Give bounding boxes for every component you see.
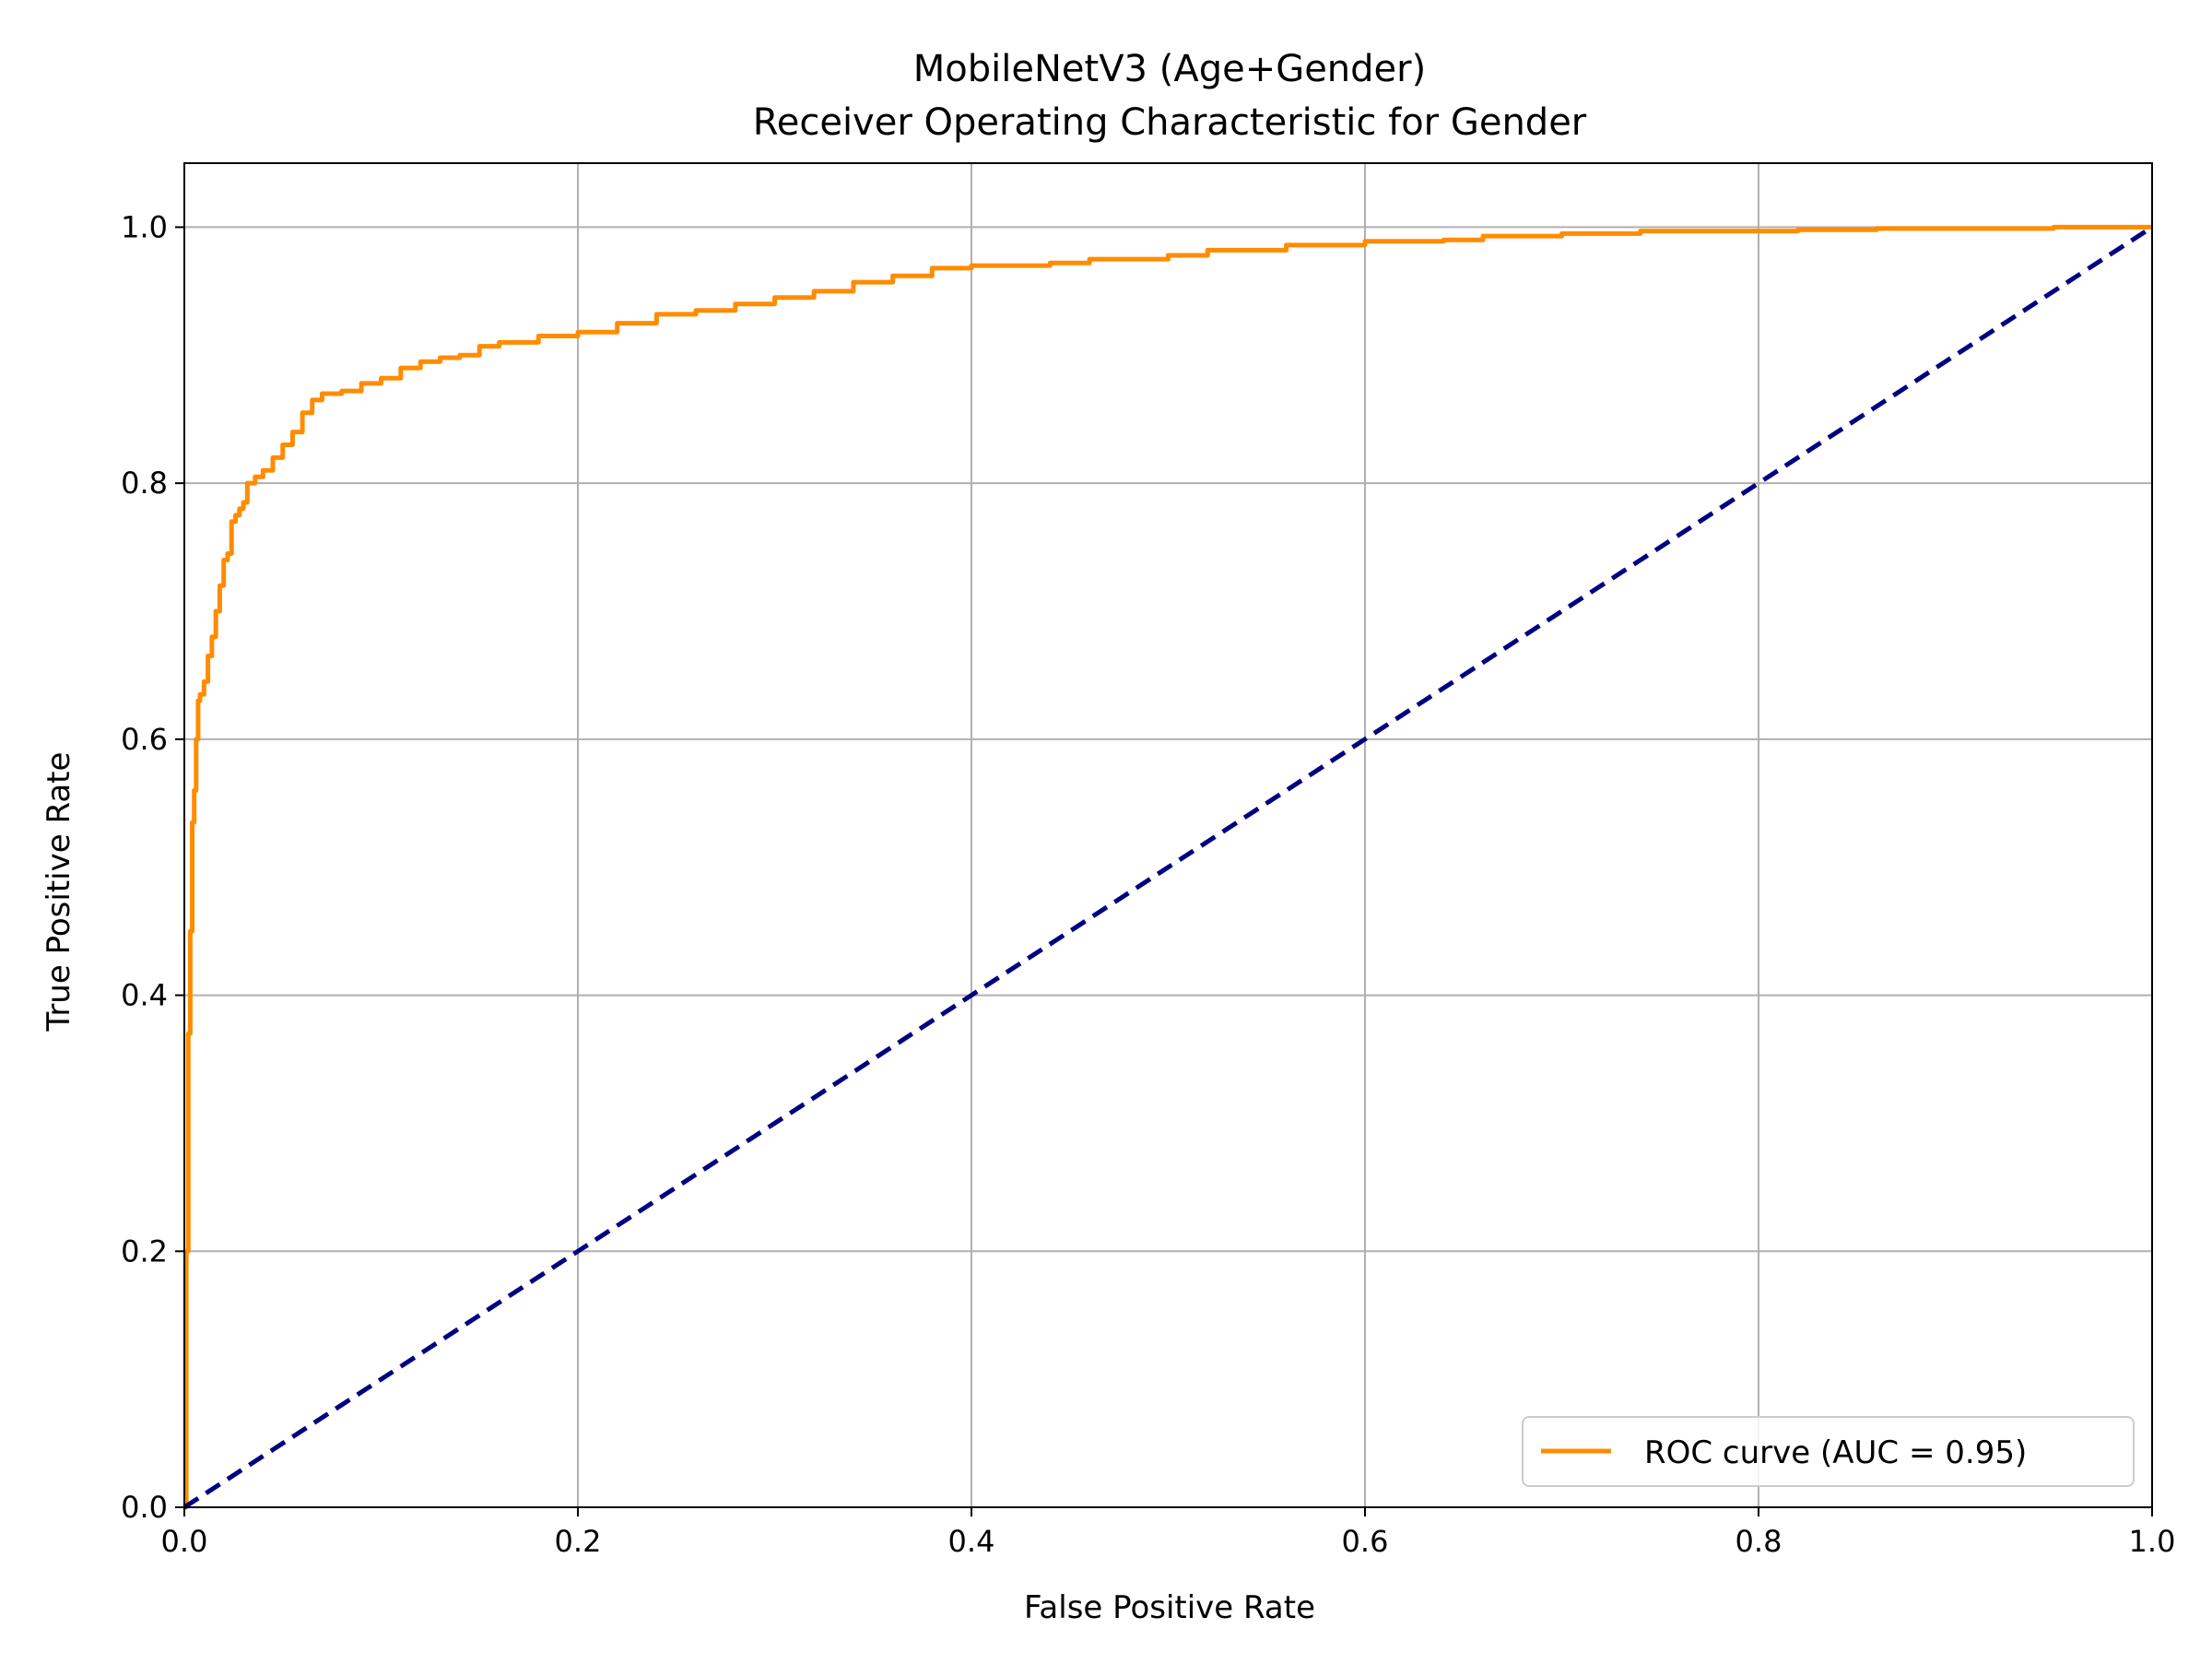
- legend-label-roc: ROC curve (AUC = 0.95): [1644, 1434, 2027, 1471]
- legend-box: [1522, 1416, 2135, 1487]
- roc-curve-line: [183, 224, 2152, 1510]
- x-tick-label-3: 0.6: [1342, 1524, 1389, 1559]
- y-tick-label-1: 0.2: [121, 1233, 168, 1269]
- y-tick-label-2: 0.4: [121, 978, 168, 1013]
- y-tick-label-5: 1.0: [121, 209, 168, 244]
- y-tick-label-3: 0.6: [121, 722, 168, 757]
- x-tick-label-0: 0.0: [161, 1524, 208, 1559]
- y-tick-label-0: 0.0: [121, 1490, 168, 1525]
- diagonal-reference-line: [182, 225, 2154, 1510]
- axis-ticks: 0.0 0.2 0.4 0.6 0.8 1.0 0.0 0.2 0.4 0.6 0.8 1.0: [121, 209, 2175, 1559]
- axes-frame: [183, 162, 2153, 1508]
- plot-series: [182, 224, 2154, 1510]
- x-tick-label-1: 0.2: [555, 1524, 602, 1559]
- chart-title-line2: Receiver Operating Characteristic for Ge…: [753, 101, 1587, 144]
- y-tick-label-4: 0.8: [121, 466, 168, 501]
- x-tick-label-5: 1.0: [2129, 1524, 2176, 1559]
- y-axis-label: True Positive Rate: [41, 752, 77, 1033]
- x-axis-label: False Positive Rate: [1024, 1589, 1315, 1626]
- chart-title-line1: MobileNetV3 (Age+Gender): [913, 48, 1426, 90]
- legend: ROC curve (AUC = 0.95): [1522, 1416, 2135, 1487]
- x-tick-label-4: 0.8: [1735, 1524, 1783, 1559]
- x-tick-label-2: 0.4: [948, 1524, 995, 1559]
